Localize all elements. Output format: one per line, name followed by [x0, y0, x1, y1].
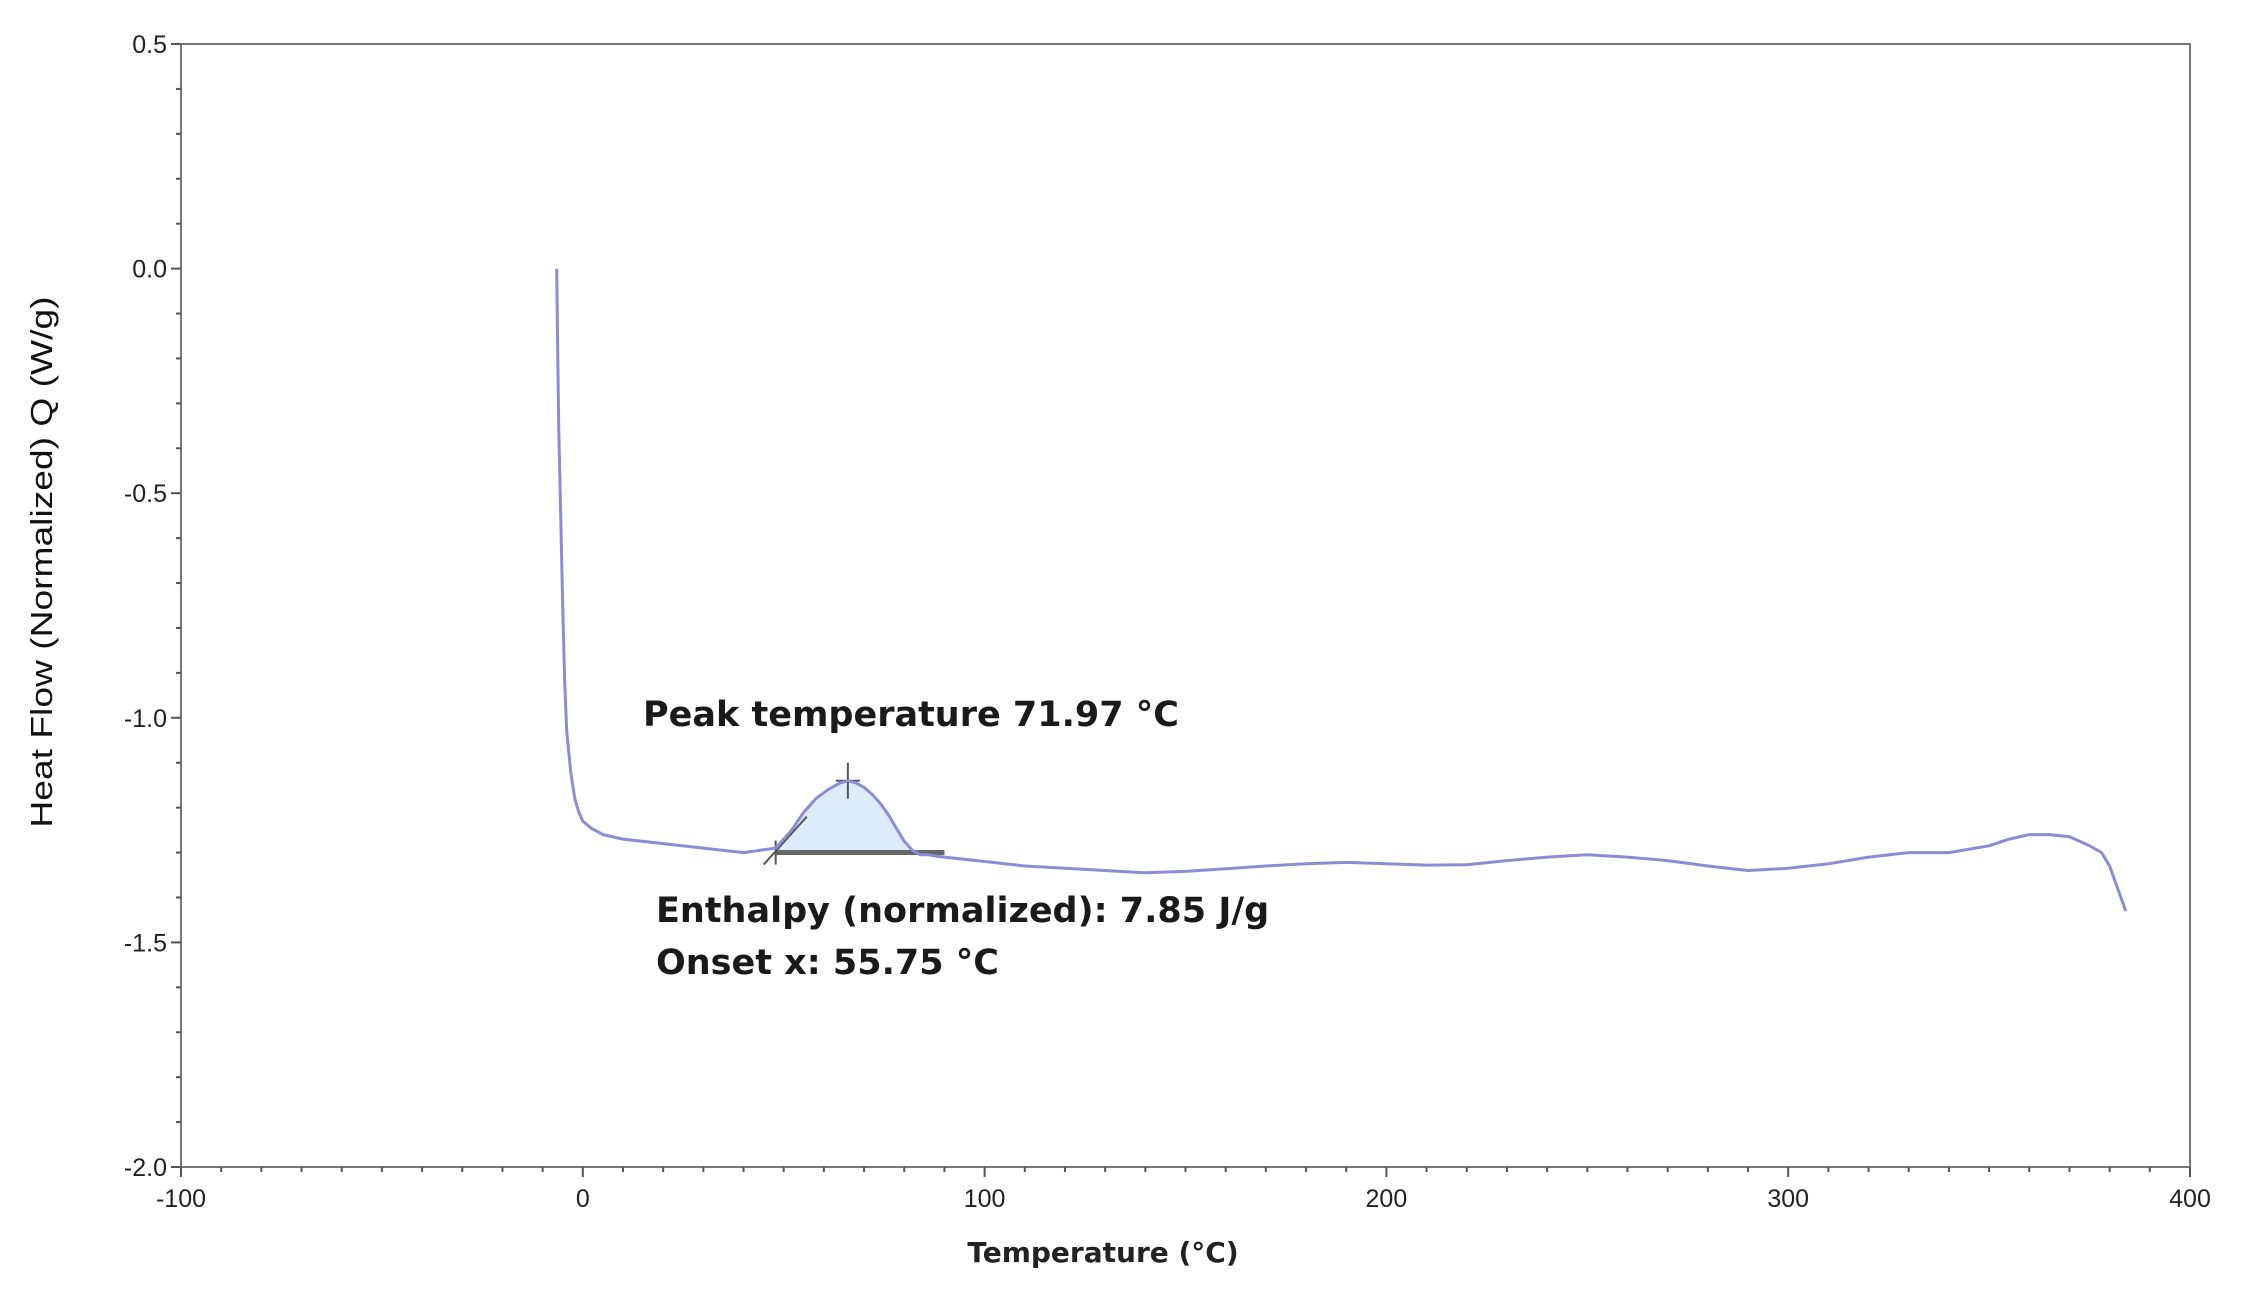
y-tick-label: 0.0	[132, 256, 167, 284]
y-tick-label: 0.5	[132, 31, 167, 59]
plot-frame	[180, 43, 2191, 1168]
onset-annotation: Onset x: 55.75 °C	[656, 943, 999, 983]
x-axis-title: Temperature (°C)	[967, 1236, 1238, 1269]
y-tick-label: -2.0	[124, 1154, 167, 1182]
x-tick-label: 400	[2169, 1185, 2211, 1213]
y-tick-label: -1.0	[124, 705, 167, 733]
x-tick-label: 0	[576, 1185, 590, 1213]
y-axis-title: Heat Flow (Normalized) Q (W/g)	[25, 296, 59, 827]
x-tick-label: -100	[156, 1185, 206, 1213]
x-tick-label: 100	[964, 1185, 1006, 1213]
y-tick-label: -1.5	[124, 929, 167, 957]
peak-area	[775, 780, 945, 858]
y-tick-label: -0.5	[124, 480, 167, 508]
peak-region	[762, 762, 945, 866]
series-layer	[555, 268, 2128, 912]
axes: -100 0 100 200 300 400 0.5 0.0 -0.5 -1.0 -1.5 -2.0	[124, 31, 2211, 1213]
onset-tangent	[762, 815, 808, 866]
peak-temperature-annotation: Peak temperature 71.97 °C	[643, 695, 1179, 735]
x-tick-label: 300	[1767, 1185, 1809, 1213]
heat-flow-line	[555, 268, 2128, 912]
enthalpy-annotation: Enthalpy (normalized): 7.85 J/g	[656, 891, 1269, 931]
x-tick-label: 200	[1366, 1185, 1408, 1213]
